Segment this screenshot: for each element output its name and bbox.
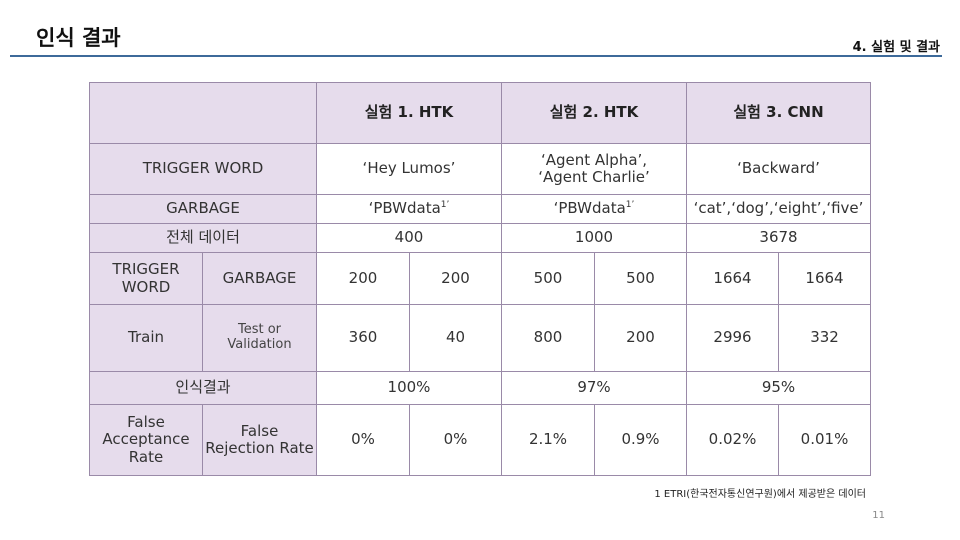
table-row-train-test: Train Test or Validation 360 40 800 200 … <box>89 304 872 372</box>
row-label-split-trigger: TRIGGER WORD <box>89 252 203 305</box>
cell-rate-1: 0% <box>316 404 410 476</box>
cell-train-4: 200 <box>594 304 687 372</box>
col-head-exp1: 실험 1. HTK <box>316 82 502 144</box>
row-label-trigger-word: TRIGGER WORD <box>89 143 317 195</box>
cell-split-5: 1664 <box>686 252 779 305</box>
cell-train-1: 360 <box>316 304 410 372</box>
row-label-frr: False Rejection Rate <box>202 404 317 476</box>
table-row-total: 전체 데이터 400 1000 3678 <box>89 223 872 253</box>
garbage-exp1-text: ‘PBWdata <box>368 199 441 218</box>
cell-garbage-exp1: ‘PBWdata1’ <box>316 194 502 224</box>
row-label-accuracy: 인식결과 <box>89 371 317 405</box>
cell-rate-3: 2.1% <box>501 404 595 476</box>
cell-train-6: 332 <box>777 304 872 372</box>
cell-split-3: 500 <box>501 252 595 305</box>
header-rule <box>10 55 942 57</box>
garbage-exp2-sup: 1’ <box>625 200 635 211</box>
trigger-exp2-line1: ‘Agent Alpha’, <box>540 150 648 169</box>
row-label-train: Train <box>89 304 203 372</box>
cell-rate-2: 0% <box>409 404 502 476</box>
empty-corner-cell <box>89 82 317 144</box>
garbage-exp2-text: ‘PBWdata <box>553 199 626 218</box>
cell-train-2: 40 <box>409 304 502 372</box>
results-table: 실험 1. HTK 실험 2. HTK 실험 3. CNN TRIGGER WO… <box>89 82 872 476</box>
row-label-total: 전체 데이터 <box>89 223 317 253</box>
cell-accuracy-exp1: 100% <box>316 371 502 405</box>
cell-split-1: 200 <box>316 252 410 305</box>
cell-split-2: 200 <box>409 252 502 305</box>
cell-total-exp1: 400 <box>316 223 502 253</box>
cell-trigger-exp3: ‘Backward’ <box>685 143 872 195</box>
table-row-split-counts: TRIGGER WORD GARBAGE 200 200 500 500 166… <box>89 252 872 305</box>
table-row-accuracy: 인식결과 100% 97% 95% <box>89 371 872 405</box>
table-row-trigger-word: TRIGGER WORD ‘Hey Lumos’ ‘Agent Alpha’, … <box>89 143 872 195</box>
cell-total-exp2: 1000 <box>501 223 687 253</box>
page-number: 11 <box>872 510 885 521</box>
cell-split-6: 1664 <box>777 252 872 305</box>
cell-accuracy-exp2: 97% <box>501 371 687 405</box>
section-label: 4. 실험 및 결과 <box>852 40 940 55</box>
row-label-far: False Acceptance Rate <box>89 404 203 476</box>
table-row-garbage: GARBAGE ‘PBWdata1’ ‘PBWdata1’ ‘cat’,‘dog… <box>89 194 872 224</box>
cell-trigger-exp2: ‘Agent Alpha’, ‘Agent Charlie’ <box>501 143 687 195</box>
trigger-exp2-line2: ‘Agent Charlie’ <box>538 168 650 186</box>
cell-train-3: 800 <box>501 304 595 372</box>
cell-total-exp3: 3678 <box>685 223 872 253</box>
cell-accuracy-exp3: 95% <box>685 371 872 405</box>
cell-garbage-exp2: ‘PBWdata1’ <box>501 194 687 224</box>
cell-rate-4: 0.9% <box>594 404 687 476</box>
row-label-split-garbage: GARBAGE <box>202 252 317 305</box>
cell-garbage-exp3: ‘cat’,‘dog’,‘eight’,‘five’ <box>685 194 872 224</box>
slide-title: 인식 결과 <box>36 26 121 50</box>
cell-rate-5: 0.02% <box>686 404 779 476</box>
cell-rate-6: 0.01% <box>777 404 872 476</box>
cell-trigger-exp1: ‘Hey Lumos’ <box>316 143 502 195</box>
cell-split-4: 500 <box>594 252 687 305</box>
col-head-exp3: 실험 3. CNN <box>685 82 872 144</box>
row-label-test: Test or Validation <box>202 304 317 372</box>
cell-train-5: 2996 <box>686 304 779 372</box>
row-label-garbage: GARBAGE <box>89 194 317 224</box>
col-head-exp2: 실험 2. HTK <box>501 82 687 144</box>
footnote: 1 ETRI(한국전자통신연구원)에서 제공받은 데이터 <box>654 489 866 500</box>
table-row-rates: False Acceptance Rate False Rejection Ra… <box>89 404 872 476</box>
table-header-row: 실험 1. HTK 실험 2. HTK 실험 3. CNN <box>89 82 872 144</box>
garbage-exp1-sup: 1’ <box>440 200 450 211</box>
